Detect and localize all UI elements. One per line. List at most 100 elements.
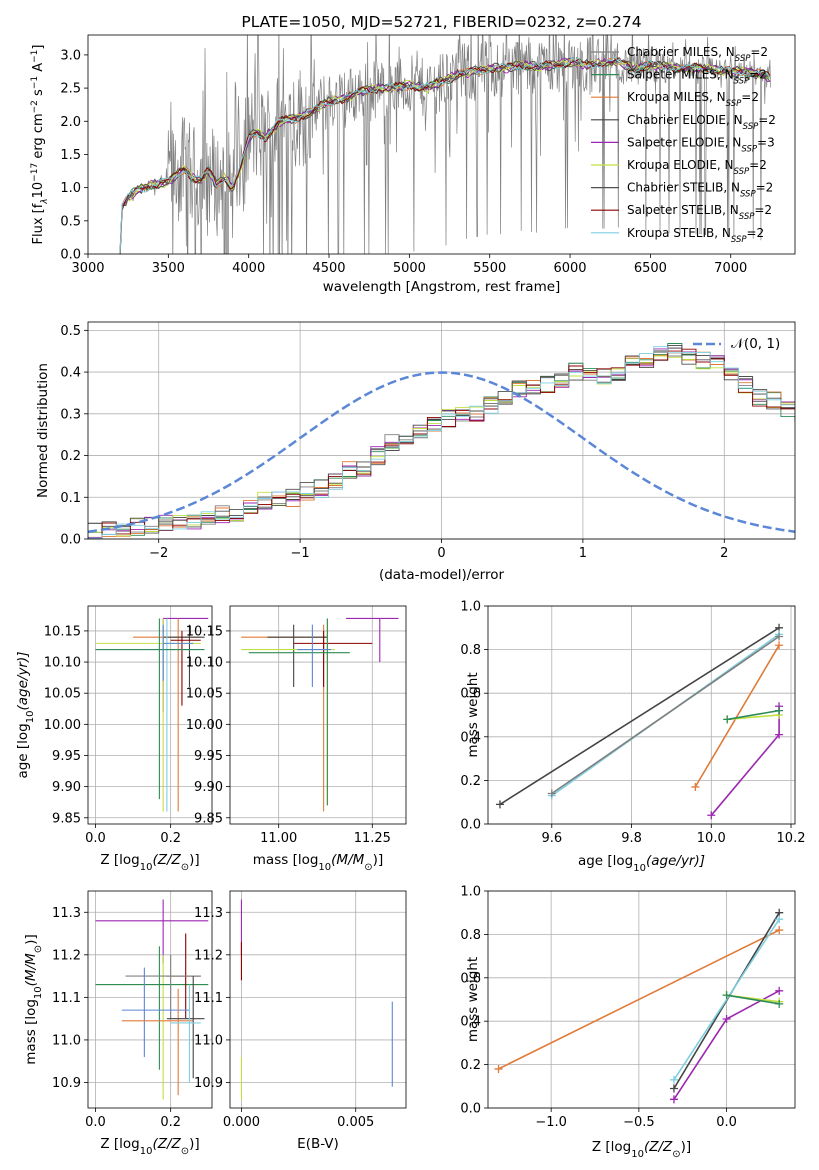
- y-tick-label: 10.9: [52, 1076, 81, 1091]
- histogram-salpeter-stelib: [88, 348, 795, 539]
- chart-title: PLATE=1050, MJD=52721, FIBERID=0232, z=0…: [241, 13, 641, 31]
- y-tick-label: 0.0: [60, 533, 81, 548]
- legend-item: Kroupa MILES, NSSP=2: [627, 90, 759, 109]
- x-axis-label: (data-model)/error: [379, 567, 505, 583]
- weight-line-chabrier-miles: [551, 635, 780, 795]
- axes-frame: [487, 605, 796, 825]
- y-tick-label: 10.10: [186, 656, 223, 671]
- legend-item: Chabrier MILES, NSSP=2: [627, 45, 768, 64]
- y-tick-label: 3.0: [60, 48, 81, 63]
- y-tick-label: 0.4: [60, 366, 81, 381]
- x-axis-label: Z [log10(Z/Z⊙)]: [100, 1136, 199, 1157]
- label-part: (Z/Z: [152, 1136, 181, 1152]
- weight-line-salpeter-elodie: [710, 706, 780, 816]
- y-tick-label: 10.9: [194, 1076, 223, 1091]
- label-part: )]: [189, 1136, 200, 1152]
- x-axis-label: E(B-V): [297, 1136, 339, 1152]
- label-part: (Z/Z: [644, 1139, 673, 1155]
- y-tick-label: 9.95: [52, 749, 81, 764]
- x-axis-label: mass [log10(M/M⊙)]: [253, 852, 383, 873]
- y-tick-label: 0.3: [60, 407, 81, 422]
- label-part: 10: [33, 986, 44, 999]
- y-tick-label: 0.1: [60, 491, 81, 506]
- weight-marker: [775, 641, 784, 650]
- legend-item: Chabrier STELIB, NSSP=2: [627, 181, 773, 200]
- label-part: ⊙: [672, 1149, 680, 1160]
- label-part: ⊙: [181, 1146, 189, 1157]
- legend-item: 𝒩(0, 1): [731, 336, 780, 352]
- y-tick-label: 11.2: [194, 948, 223, 963]
- x-tick-label: 3500: [152, 261, 185, 276]
- weight-marker: [775, 915, 784, 924]
- label-part: =2: [741, 90, 759, 104]
- y-tick-label: 11.3: [194, 906, 223, 921]
- label-part: −1: [30, 76, 40, 89]
- y-tick-label: 0.6: [460, 687, 481, 702]
- x-tick-label: 11.25: [354, 831, 391, 846]
- weight-marker: [775, 926, 784, 935]
- label-part: Kroupa STELIB, N: [627, 226, 731, 240]
- y-axis-label: mass [log10(M/M⊙)]: [23, 934, 44, 1064]
- label-part: SSP: [739, 212, 755, 222]
- histogram-chabrier-miles: [88, 350, 795, 535]
- x-tick-label: −1.0: [535, 1115, 567, 1130]
- axes-mass_vs_Z: 0.0 0.2 10.9 11.0 11.1 11.2 11.3: [52, 891, 212, 1130]
- label-part: )]: [373, 852, 384, 868]
- label-part: Kroupa MILES, N: [627, 90, 726, 104]
- x-axis-label: age [log10(age/yr)]: [578, 853, 705, 874]
- label-part: Kroupa ELODIE, N: [627, 158, 734, 172]
- label-part: SSP: [731, 235, 747, 245]
- x-tick-label: 3000: [71, 261, 104, 276]
- model-line-kroupa-stelib: [119, 56, 771, 254]
- label-part: ]: [31, 45, 46, 50]
- y-tick-label: 0.6: [460, 971, 481, 986]
- label-part: λ: [40, 198, 50, 204]
- y-tick-label: 11.2: [52, 948, 81, 963]
- histogram-salpeter-elodie: [88, 347, 795, 538]
- label-part: Z [log: [100, 852, 139, 868]
- y-tick-label: 11.1: [52, 991, 81, 1006]
- label-part: s: [31, 89, 46, 100]
- y-tick-label: 0.4: [460, 1015, 481, 1030]
- label-part: Chabrier STELIB, N: [627, 181, 740, 195]
- axes-mass_vs_ebv: 0.000 0.005 10.9 11.0 11.1 11.2 11.3: [194, 891, 406, 1130]
- histograms: [88, 343, 795, 539]
- label-part: =2: [749, 158, 767, 172]
- y-tick-label: 9.85: [52, 811, 81, 826]
- y-tick-label: 0.0: [60, 248, 81, 263]
- weight-marker: [722, 1015, 731, 1024]
- label-part: Chabrier ELODIE, N: [627, 113, 743, 127]
- y-tick-label: 0.2: [460, 1058, 481, 1073]
- label-part: SSP: [734, 167, 750, 177]
- label-part: 10: [633, 863, 646, 874]
- y-tick-label: 2.0: [60, 115, 81, 130]
- weight-marker: [669, 1075, 678, 1084]
- axes-frame: [87, 34, 796, 255]
- label-part: =2: [754, 203, 772, 217]
- y-tick-label: 0.0: [460, 1102, 481, 1117]
- label-part: SSP: [726, 99, 742, 109]
- label-part: −1: [30, 50, 40, 63]
- x-tick-label: 7000: [714, 261, 747, 276]
- y-tick-label: 1.0: [60, 181, 81, 196]
- model-line-salpeter-stelib: [119, 57, 771, 254]
- label-part: age [log: [15, 723, 31, 778]
- label-part: )]: [23, 934, 39, 945]
- axes-age_vs_Z: 0.0 0.2 9.85 9.90 9.95 10.00 10.05 10.10 10.15: [44, 606, 212, 846]
- axes-residuals: −2 −1 0 1 2 0.0 0.1 0.2 0.3 0.4 0.5: [60, 322, 795, 561]
- label-part: erg cm: [31, 113, 46, 162]
- legend-item: Salpeter STELIB, NSSP=2: [627, 203, 772, 222]
- histogram-kroupa-elodie: [88, 355, 795, 537]
- weight-marker: [775, 632, 784, 641]
- legend-item: Salpeter ELODIE, NSSP=3: [627, 135, 775, 154]
- label-part: (age/yr)]: [15, 651, 31, 710]
- weight-marker: [775, 986, 784, 995]
- label-part: Z [log: [100, 1136, 139, 1152]
- x-tick-label: 0: [437, 546, 445, 561]
- label-part: 10: [631, 1149, 644, 1160]
- label-part: mass [log: [23, 999, 39, 1065]
- label-part: mass [log: [253, 852, 319, 868]
- y-tick-label: 10.10: [44, 656, 81, 671]
- weight-line-kroupa-stelib: [673, 918, 780, 1081]
- y-tick-label: 9.90: [194, 780, 223, 795]
